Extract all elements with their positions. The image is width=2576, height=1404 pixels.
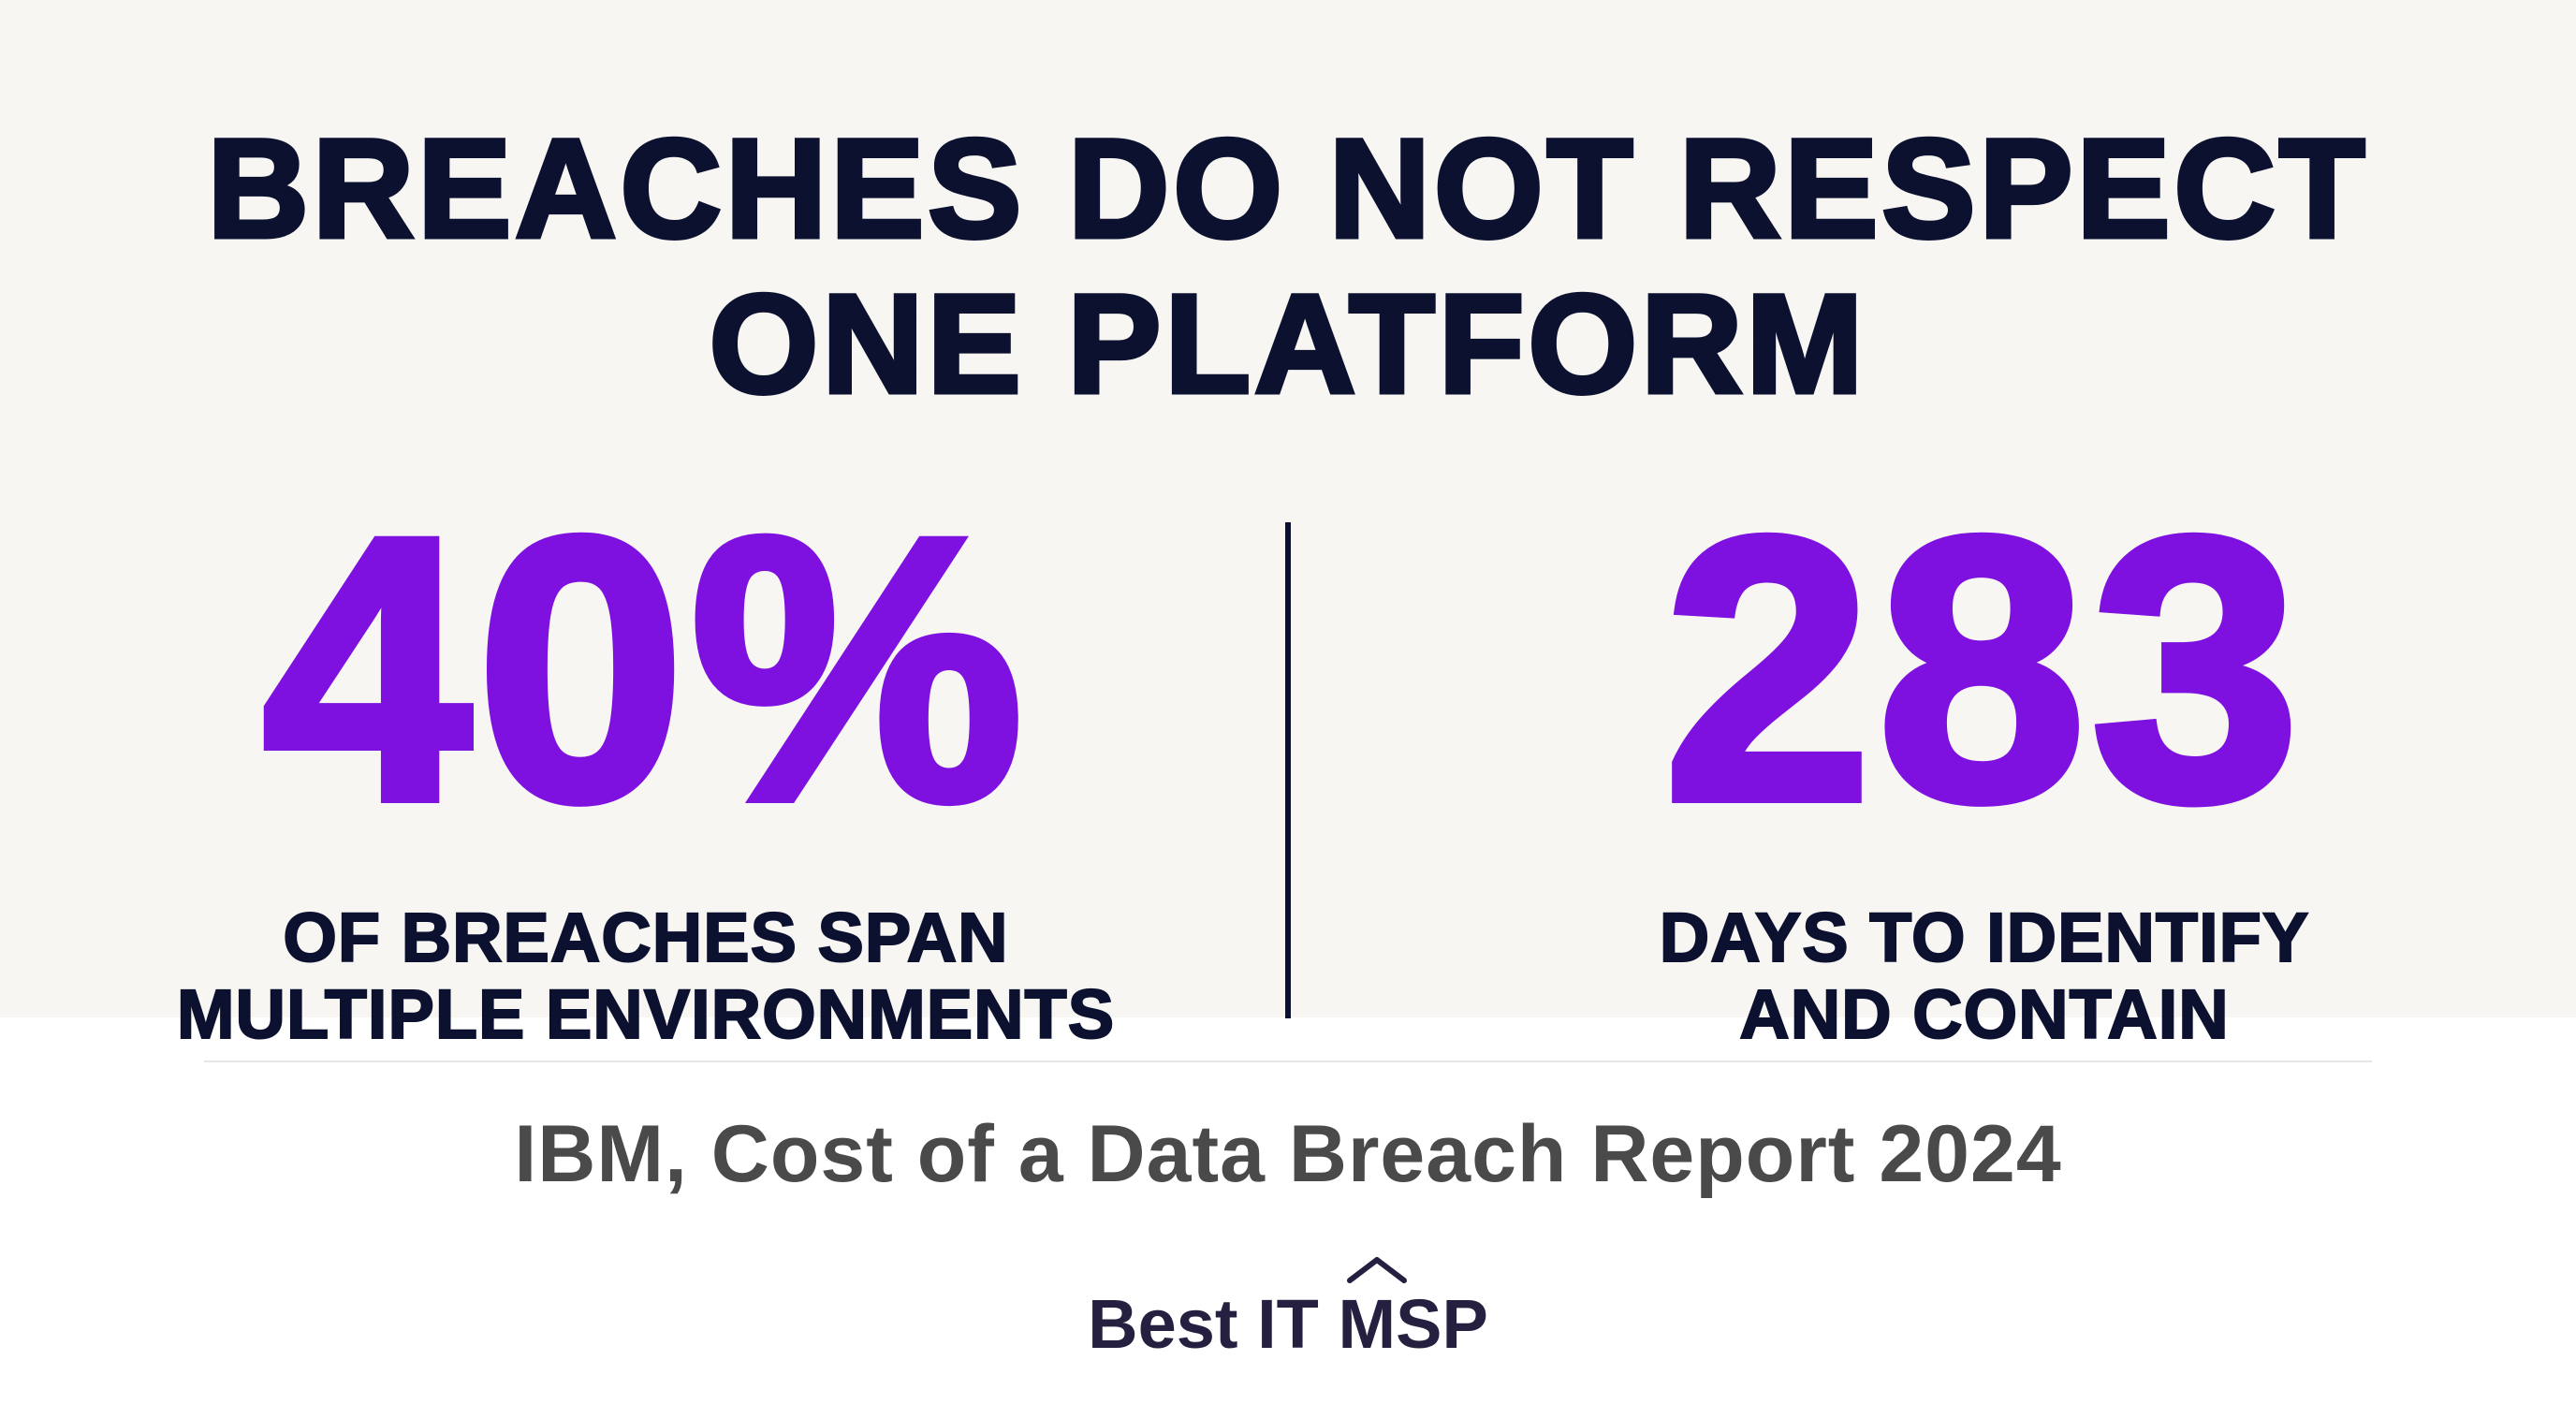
headline: BREACHES DO NOT RESPECT ONE PLATFORM xyxy=(0,109,2576,424)
horizontal-rule xyxy=(204,1060,2372,1062)
stat-caption-line-2: MULTIPLE ENVIRONMENTS xyxy=(176,975,1116,1054)
stat-days-to-contain: 283 DAYS TO IDENTIFY AND CONTAIN xyxy=(1432,460,2537,1054)
stat-caption: DAYS TO IDENTIFY AND CONTAIN xyxy=(1432,899,2537,1054)
stat-value-percent: 40% xyxy=(258,460,1030,878)
source-citation: IBM, Cost of a Data Breach Report 2024 xyxy=(514,1109,2062,1199)
stat-caption-line-1: DAYS TO IDENTIFY xyxy=(1659,899,2310,977)
stat-caption-line-2: AND CONTAIN xyxy=(1738,975,2230,1054)
stat-breaches-span: 40% OF BREACHES SPAN MULTIPLE ENVIRONMEN… xyxy=(122,460,1170,1054)
headline-line-1: BREACHES DO NOT RESPECT xyxy=(205,109,2369,269)
stat-caption: OF BREACHES SPAN MULTIPLE ENVIRONMENTS xyxy=(122,899,1170,1054)
stat-value-days: 283 xyxy=(1659,460,2305,878)
roof-chevron-icon xyxy=(1347,1257,1407,1283)
headline-line-2: ONE PLATFORM xyxy=(707,264,1867,424)
vertical-divider xyxy=(1285,522,1291,1018)
stat-caption-line-1: OF BREACHES SPAN xyxy=(282,899,1009,977)
brand-logo: Best IT MSP xyxy=(1088,1285,1488,1363)
